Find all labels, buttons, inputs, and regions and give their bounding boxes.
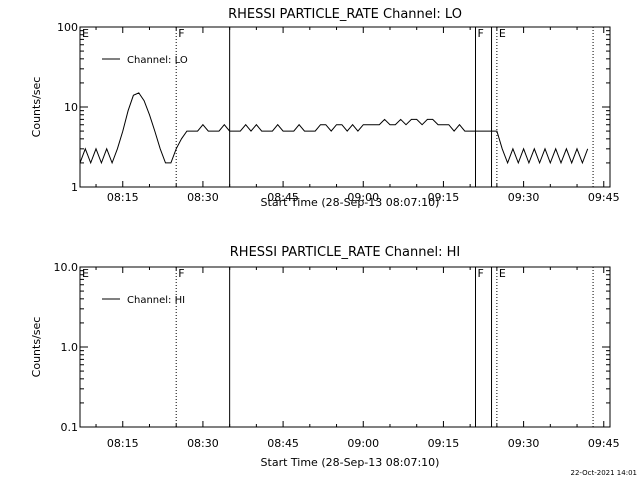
footer-timestamp: 22-Oct-2021 14:01 bbox=[571, 469, 637, 477]
x-tick-label: 08:30 bbox=[187, 191, 219, 204]
legend-entry: Channel: LO bbox=[127, 55, 188, 66]
flag-label: E bbox=[499, 27, 506, 40]
y-tick-label: 100 bbox=[57, 21, 78, 34]
flag-label: E bbox=[82, 267, 89, 280]
x-tick-label: 08:15 bbox=[107, 191, 139, 204]
x-tick-label: 09:00 bbox=[347, 437, 379, 450]
x-tick-label: 08:30 bbox=[187, 437, 219, 450]
lo-channel-panel: RHESSI PARTICLE_RATE Channel: LO 1 10 100 08… bbox=[30, 7, 620, 209]
series-line bbox=[79, 92, 589, 165]
x-tick-label: 09:00 bbox=[347, 191, 379, 204]
x-tick-label: 09:45 bbox=[588, 437, 620, 450]
x-tick-label: 09:30 bbox=[508, 437, 540, 450]
flag-label: E bbox=[82, 27, 89, 40]
x-axis-label: Start Time (28-Sep-13 08:07:10) bbox=[261, 456, 440, 469]
flag-label: F bbox=[477, 27, 483, 40]
y-tick-label: 10 bbox=[64, 101, 78, 114]
x-tick-label: 08:15 bbox=[107, 437, 139, 450]
flag-label: F bbox=[178, 27, 184, 40]
x-tick-label: 09:30 bbox=[508, 191, 540, 204]
x-tick-label: 08:45 bbox=[267, 191, 299, 204]
chart-title: RHESSI PARTICLE_RATE Channel: LO bbox=[228, 7, 462, 22]
y-tick-label: 1.0 bbox=[61, 341, 79, 354]
x-axis-label: Start Time (28-Sep-13 08:07:10) bbox=[261, 196, 440, 209]
y-tick-label: 1 bbox=[71, 181, 78, 194]
flag-label: F bbox=[178, 267, 184, 280]
hi-channel-panel: RHESSI PARTICLE_RATE Channel: HI 0.1 1.0 10… bbox=[30, 245, 620, 469]
legend-entry: Channel: HI bbox=[127, 295, 185, 306]
y-tick-label: 10.0 bbox=[54, 261, 79, 274]
x-tick-label: 09:45 bbox=[588, 191, 620, 204]
y-axis-label: Counts/sec bbox=[30, 77, 43, 138]
y-tick-label: 0.1 bbox=[61, 421, 79, 434]
chart-title: RHESSI PARTICLE_RATE Channel: HI bbox=[230, 245, 460, 260]
x-tick-label: 09:15 bbox=[428, 437, 460, 450]
y-axis-label: Counts/sec bbox=[30, 317, 43, 378]
x-tick-label: 08:45 bbox=[267, 437, 299, 450]
flag-label: F bbox=[477, 267, 483, 280]
flag-label: E bbox=[499, 267, 506, 280]
x-tick-label: 09:15 bbox=[428, 191, 460, 204]
